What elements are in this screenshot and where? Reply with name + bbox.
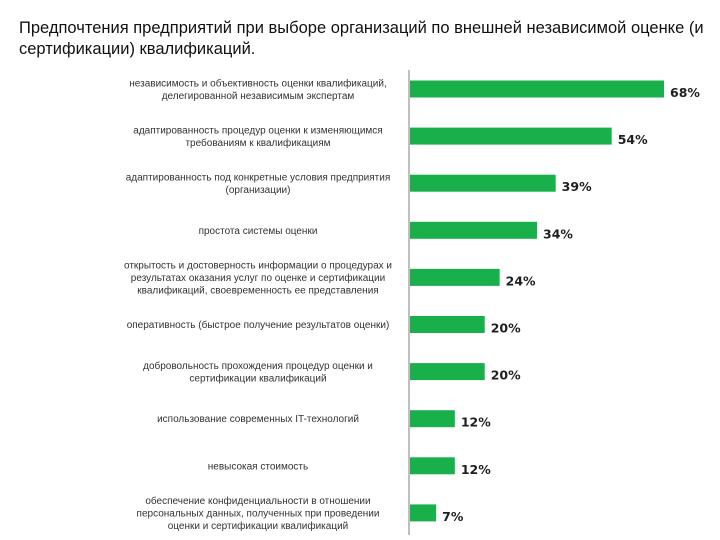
category-label-line: независимость и объективность оценки ква… <box>129 77 386 89</box>
bar <box>410 316 485 333</box>
category-label: адаптированность процедур оценки к измен… <box>133 125 382 149</box>
category-label: оперативность (быстрое получение результ… <box>127 319 390 331</box>
category-label-line: адаптированность под конкретные условия … <box>126 172 391 183</box>
bar <box>410 80 664 98</box>
category-label-line: требованиям к квалификациям <box>185 137 330 149</box>
bar-value-label: 34% <box>543 226 573 241</box>
bar-value-label: 7% <box>442 509 464 524</box>
category-label-line: невысокая стоимость <box>208 461 308 472</box>
category-label-line: оперативность (быстрое получение результ… <box>127 319 390 331</box>
category-label: обеспечение конфиденциальности в отношен… <box>137 495 380 532</box>
category-label-line: адаптированность процедур оценки к измен… <box>133 125 382 136</box>
bar-value-label: 68% <box>670 85 700 100</box>
category-label-line: оценки и сертификации квалификаций <box>168 520 349 532</box>
bar <box>410 457 455 475</box>
bar-value-label: 12% <box>461 462 491 477</box>
bar <box>410 127 612 145</box>
category-label-line: делегированной независимым экспертам <box>162 91 355 102</box>
category-label-line: добровольность прохождения процедур оцен… <box>143 360 373 372</box>
bar <box>410 174 556 192</box>
category-label-line: результатах оказания услуг по оценке и с… <box>131 272 385 284</box>
bar <box>410 410 455 428</box>
category-label-line: сертификации квалификаций <box>189 372 326 384</box>
bar-value-label: 20% <box>491 368 521 383</box>
category-label-line: персональных данных, полученных при пров… <box>137 508 380 519</box>
bar <box>410 268 500 286</box>
category-label: добровольность прохождения процедур оцен… <box>143 360 373 385</box>
category-label: независимость и объективность оценки ква… <box>129 77 386 102</box>
category-label: невысокая стоимость <box>208 461 308 472</box>
category-label-line: использование современных IT-технологий <box>157 414 359 425</box>
bar-value-label: 54% <box>618 132 648 147</box>
category-label: адаптированность под конкретные условия … <box>126 172 391 196</box>
bar-value-label: 39% <box>562 179 592 194</box>
category-label: открытость и достоверность информации о … <box>124 259 392 296</box>
bar <box>410 504 437 522</box>
category-label: простота системы оценки <box>199 226 318 237</box>
chart-title: Предпочтения предприятий при выборе орга… <box>19 19 704 58</box>
category-label-line: (организации) <box>226 185 291 196</box>
category-label-line: обеспечение конфиденциальности в отношен… <box>145 495 370 507</box>
bar-value-label: 12% <box>461 415 491 430</box>
bar <box>410 363 485 381</box>
category-label-line: квалификаций, своевременность ее предста… <box>137 284 378 296</box>
bar-value-label: 20% <box>491 321 521 336</box>
bar <box>410 221 537 239</box>
bar-value-label: 24% <box>506 273 536 288</box>
category-label-line: простота системы оценки <box>199 226 318 237</box>
category-label: использование современных IT-технологий <box>157 414 359 425</box>
category-label-line: открытость и достоверность информации о … <box>124 259 392 271</box>
